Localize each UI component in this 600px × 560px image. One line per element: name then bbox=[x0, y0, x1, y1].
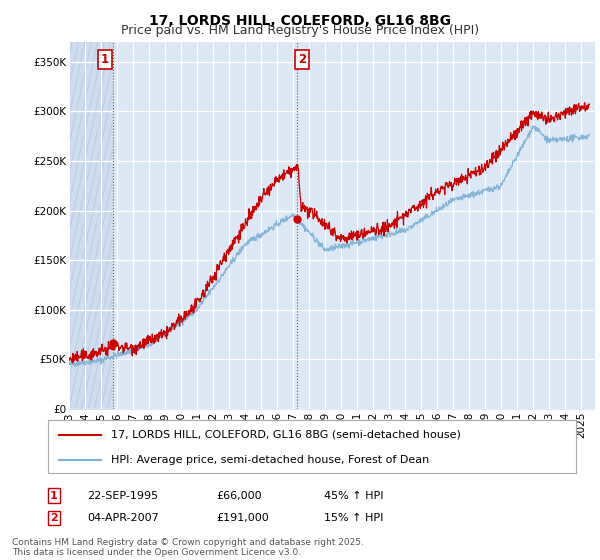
Text: 2: 2 bbox=[298, 53, 306, 66]
Text: Price paid vs. HM Land Registry's House Price Index (HPI): Price paid vs. HM Land Registry's House … bbox=[121, 24, 479, 37]
Text: 22-SEP-1995: 22-SEP-1995 bbox=[87, 491, 158, 501]
Text: 04-APR-2007: 04-APR-2007 bbox=[87, 513, 159, 523]
Text: 1: 1 bbox=[50, 491, 58, 501]
Text: 45% ↑ HPI: 45% ↑ HPI bbox=[324, 491, 383, 501]
Text: 2: 2 bbox=[50, 513, 58, 523]
Text: £66,000: £66,000 bbox=[216, 491, 262, 501]
Text: HPI: Average price, semi-detached house, Forest of Dean: HPI: Average price, semi-detached house,… bbox=[112, 455, 430, 465]
Text: 15% ↑ HPI: 15% ↑ HPI bbox=[324, 513, 383, 523]
Text: 17, LORDS HILL, COLEFORD, GL16 8BG (semi-detached house): 17, LORDS HILL, COLEFORD, GL16 8BG (semi… bbox=[112, 430, 461, 440]
Text: Contains HM Land Registry data © Crown copyright and database right 2025.
This d: Contains HM Land Registry data © Crown c… bbox=[12, 538, 364, 557]
Text: 17, LORDS HILL, COLEFORD, GL16 8BG: 17, LORDS HILL, COLEFORD, GL16 8BG bbox=[149, 14, 451, 28]
Text: 1: 1 bbox=[100, 53, 109, 66]
Text: £191,000: £191,000 bbox=[216, 513, 269, 523]
